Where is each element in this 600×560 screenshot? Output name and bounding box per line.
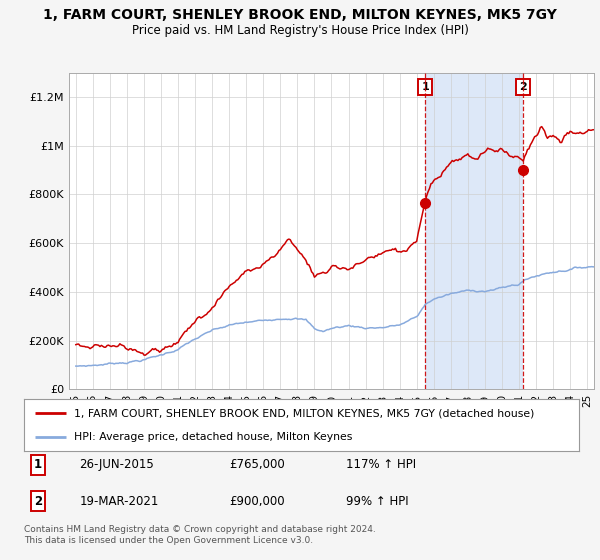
Text: 1, FARM COURT, SHENLEY BROOK END, MILTON KEYNES, MK5 7GY (detached house): 1, FARM COURT, SHENLEY BROOK END, MILTON…: [74, 408, 535, 418]
Text: 1, FARM COURT, SHENLEY BROOK END, MILTON KEYNES, MK5 7GY: 1, FARM COURT, SHENLEY BROOK END, MILTON…: [43, 8, 557, 22]
Text: £765,000: £765,000: [229, 459, 285, 472]
Text: Contains HM Land Registry data © Crown copyright and database right 2024.
This d: Contains HM Land Registry data © Crown c…: [24, 525, 376, 545]
Text: 19-MAR-2021: 19-MAR-2021: [79, 494, 159, 507]
Text: 1: 1: [34, 459, 42, 472]
Text: 117% ↑ HPI: 117% ↑ HPI: [346, 459, 416, 472]
Text: 26-JUN-2015: 26-JUN-2015: [79, 459, 154, 472]
Text: £900,000: £900,000: [229, 494, 285, 507]
Text: 2: 2: [34, 494, 42, 507]
Text: Price paid vs. HM Land Registry's House Price Index (HPI): Price paid vs. HM Land Registry's House …: [131, 24, 469, 36]
Text: 1: 1: [421, 82, 429, 92]
Bar: [425, 73, 523, 389]
Text: HPI: Average price, detached house, Milton Keynes: HPI: Average price, detached house, Milt…: [74, 432, 352, 442]
Text: 99% ↑ HPI: 99% ↑ HPI: [346, 494, 409, 507]
Text: 2: 2: [519, 82, 527, 92]
